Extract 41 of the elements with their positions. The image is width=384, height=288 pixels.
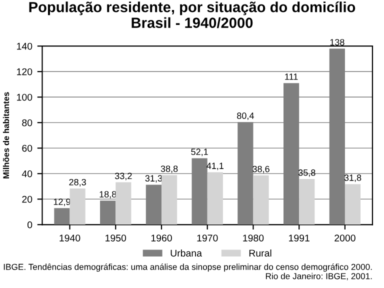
data-label: 18,8 bbox=[100, 191, 116, 199]
y-tick-label: 140 bbox=[17, 42, 32, 50]
legend-label: Urbana bbox=[170, 249, 202, 257]
x-tick-label: 1970 bbox=[197, 234, 218, 242]
data-label: 38,8 bbox=[160, 166, 178, 174]
data-label: 38,6 bbox=[252, 166, 270, 174]
x-tick-label: 1960 bbox=[151, 234, 172, 242]
bar bbox=[70, 188, 86, 225]
bar bbox=[161, 175, 178, 225]
y-tick-label: 120 bbox=[17, 68, 32, 76]
data-label: 28,3 bbox=[69, 178, 86, 186]
x-tick-label: 1940 bbox=[60, 234, 80, 242]
x-tick-label: 1991 bbox=[289, 234, 310, 242]
bar bbox=[299, 178, 315, 225]
data-label: 80,4 bbox=[237, 112, 254, 120]
y-tick-label: 80 bbox=[22, 119, 32, 126]
bar bbox=[116, 182, 132, 225]
bar bbox=[207, 172, 223, 225]
data-label: 41,1 bbox=[206, 162, 224, 170]
data-label: 138 bbox=[330, 39, 344, 46]
y-tick-label: 40 bbox=[22, 170, 32, 178]
data-label: 111 bbox=[285, 74, 298, 80]
y-tick-label: 100 bbox=[17, 94, 32, 101]
data-label: 31,8 bbox=[344, 174, 362, 182]
text: IBGE. Tendências demográficas: uma análise da sinopse preliminar do censo demográfico 2000. Rio de Janeiro: IBGE, 2001. bbox=[4, 264, 372, 280]
y-tick-label: 60 bbox=[22, 144, 32, 152]
data-label: 35,8 bbox=[298, 169, 316, 177]
data-label: 33,2 bbox=[114, 172, 132, 180]
legend-label: Rural bbox=[249, 249, 272, 257]
x-tick-label: 2000 bbox=[334, 234, 356, 242]
bar bbox=[344, 184, 361, 225]
y-tick-label: 20 bbox=[22, 196, 32, 203]
bar bbox=[54, 208, 70, 225]
y-axis-title: Milhões de habitantes bbox=[2, 92, 10, 178]
x-tick-label: 1950 bbox=[106, 234, 126, 242]
data-label: 12,9 bbox=[54, 198, 70, 206]
x-tick-label: 1980 bbox=[243, 234, 264, 242]
chart-title: População residente, por situação do domicílio Brasil - 1940/2000 bbox=[29, 1, 356, 28]
y-tick-label: 0 bbox=[27, 221, 32, 228]
data-label: 52,1 bbox=[191, 148, 208, 156]
bar bbox=[253, 175, 269, 225]
